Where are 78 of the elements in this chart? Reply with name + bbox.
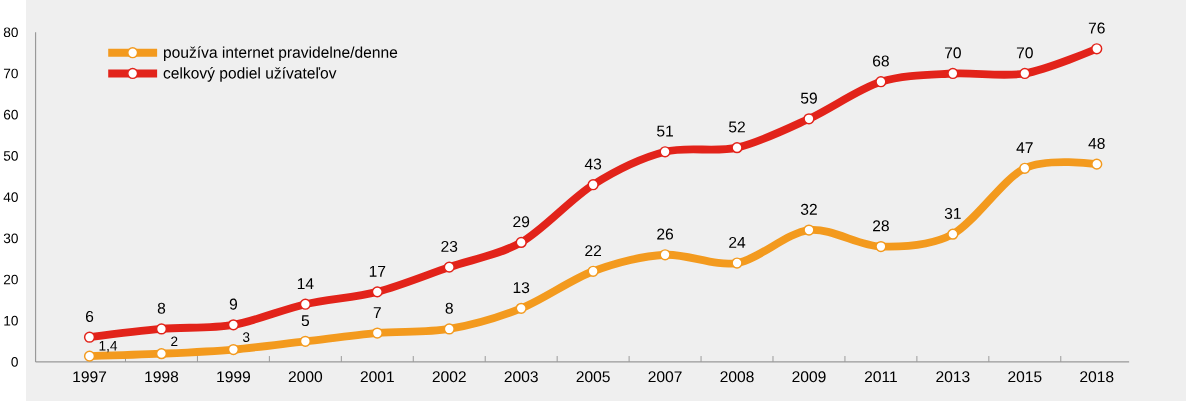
point bbox=[587, 179, 599, 191]
point bbox=[731, 257, 743, 269]
x-tick-label: 2001 bbox=[360, 371, 394, 383]
x-tick-label: 2002 bbox=[432, 371, 466, 383]
data-label: 9 bbox=[229, 298, 238, 310]
y-tick-label: 50 bbox=[3, 151, 18, 161]
y-tick-label: 70 bbox=[3, 68, 18, 79]
data-label: 3 bbox=[242, 332, 250, 342]
data-label: 17 bbox=[369, 265, 386, 277]
point bbox=[803, 224, 815, 236]
data-label: 7 bbox=[373, 307, 381, 318]
x-tick-label: 2005 bbox=[576, 371, 610, 383]
data-label: 51 bbox=[657, 125, 673, 137]
legend-label: celkový podiel užívateľov bbox=[163, 67, 337, 82]
point bbox=[371, 286, 383, 298]
x-tick-label: 2018 bbox=[1080, 371, 1114, 383]
legend-label: používa internet pravidelne/denne bbox=[163, 46, 398, 61]
x-tick-label: 1997 bbox=[73, 371, 107, 383]
point bbox=[515, 236, 527, 249]
x-tick-label: 2013 bbox=[936, 371, 970, 383]
y-tick-label: 10 bbox=[4, 315, 18, 326]
data-label: 26 bbox=[657, 228, 674, 240]
data-label: 68 bbox=[873, 55, 889, 67]
data-label: 28 bbox=[873, 220, 889, 232]
data-label: 48 bbox=[1088, 137, 1105, 149]
y-tick-label: 0 bbox=[11, 357, 18, 367]
data-label: 59 bbox=[800, 92, 817, 104]
point bbox=[443, 261, 455, 273]
data-label: 24 bbox=[729, 236, 746, 248]
data-label: 31 bbox=[944, 207, 961, 219]
data-label: 32 bbox=[800, 203, 817, 215]
x-tick-label: 2007 bbox=[648, 371, 682, 383]
point bbox=[587, 265, 599, 277]
x-tick-label: 2003 bbox=[504, 371, 538, 383]
point bbox=[1019, 162, 1031, 174]
data-label: 14 bbox=[297, 278, 314, 290]
data-label: 23 bbox=[441, 240, 458, 252]
data-label: 6 bbox=[85, 310, 94, 322]
data-label: 47 bbox=[1016, 142, 1033, 154]
point bbox=[1091, 158, 1103, 170]
data-label: 8 bbox=[157, 302, 166, 314]
x-tick-label: 2015 bbox=[1008, 371, 1042, 383]
point bbox=[875, 76, 887, 88]
y-tick-label: 40 bbox=[3, 192, 18, 202]
point bbox=[1091, 43, 1103, 55]
y-tick-label: 80 bbox=[3, 27, 18, 38]
data-label: 29 bbox=[513, 216, 530, 228]
x-tick-label: 1998 bbox=[145, 371, 179, 383]
point bbox=[1019, 67, 1031, 80]
point bbox=[299, 298, 311, 310]
data-label: 2 bbox=[171, 336, 178, 347]
y-tick-label: 60 bbox=[3, 109, 18, 120]
point bbox=[875, 240, 887, 253]
data-label: 43 bbox=[584, 158, 602, 170]
point bbox=[659, 249, 671, 261]
data-label: 8 bbox=[445, 302, 453, 314]
data-label: 52 bbox=[728, 121, 745, 133]
data-label: 5 bbox=[301, 315, 310, 327]
data-label: 13 bbox=[513, 282, 530, 294]
x-tick-label: 2008 bbox=[720, 371, 754, 383]
x-tick-label: 2009 bbox=[792, 371, 826, 383]
data-label: 76 bbox=[1088, 22, 1105, 34]
x-tick-label: 1999 bbox=[217, 371, 251, 383]
point bbox=[371, 327, 383, 339]
point bbox=[515, 302, 527, 314]
data-label: 70 bbox=[944, 47, 961, 59]
data-label: 22 bbox=[585, 245, 602, 257]
data-label: 1,4 bbox=[99, 341, 118, 353]
y-tick-label: 30 bbox=[3, 233, 18, 244]
data-label: 70 bbox=[1016, 47, 1033, 59]
point bbox=[443, 323, 455, 335]
point bbox=[731, 142, 743, 154]
y-tick-label: 20 bbox=[3, 274, 18, 285]
point bbox=[947, 228, 959, 240]
x-tick-label: 2011 bbox=[864, 371, 897, 383]
point bbox=[803, 113, 815, 125]
point bbox=[659, 146, 671, 158]
x-tick-label: 2000 bbox=[288, 371, 323, 383]
